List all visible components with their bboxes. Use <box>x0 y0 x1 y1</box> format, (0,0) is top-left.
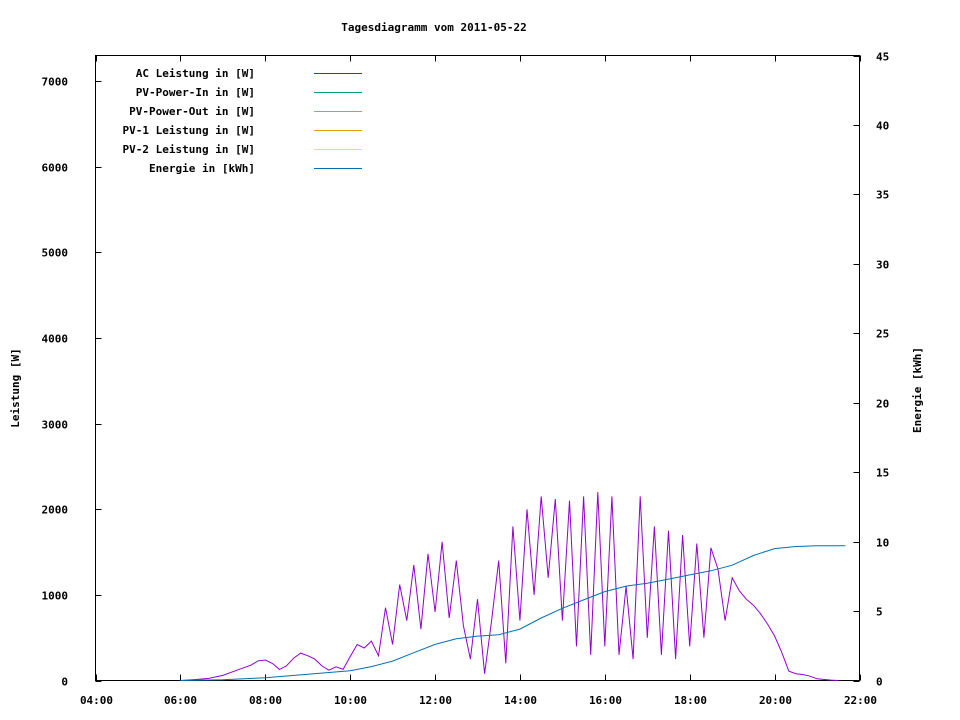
legend-label-energie-in-kwh: Energie in [kWh] <box>149 162 255 175</box>
axis-ticks: 04:00 06:00 08:00 10:00 12:00 14:00 16:00 18:00… <box>42 51 890 708</box>
y-tick-label: 4000 <box>42 333 69 346</box>
y-tick-label: 6000 <box>42 162 69 175</box>
x-tick-label: 04:00 <box>80 694 113 707</box>
y2-axis-label: Energie [kWh] <box>911 347 924 433</box>
y2-tick-label: 15 <box>876 467 889 480</box>
y-tick-label: 7000 <box>42 76 69 89</box>
legend-label-ac-leistung-in-w: AC Leistung in [W] <box>136 67 255 80</box>
x-tick-label: 14:00 <box>504 694 537 707</box>
x-tick-label: 12:00 <box>419 694 452 707</box>
y-tick-label: 2000 <box>42 504 69 517</box>
legend-label-pv-power-in-in-w: PV-Power-In in [W] <box>136 86 255 99</box>
series-layer <box>180 492 846 681</box>
y-tick-label: 3000 <box>42 419 69 432</box>
plot-frame <box>95 55 860 681</box>
legend-label-pv-2-leistung-in-w: PV-2 Leistung in [W] <box>123 143 255 156</box>
x-tick-label: 16:00 <box>589 694 622 707</box>
x-tick-label: 22:00 <box>844 694 877 707</box>
y-tick-label: 1000 <box>42 590 69 603</box>
y-tick-label: 5000 <box>42 247 69 260</box>
y2-tick-label: 40 <box>876 120 889 133</box>
y2-tick-label: 45 <box>876 51 889 64</box>
y2-tick-label: 30 <box>876 259 889 272</box>
legend-label-pv-1-leistung-in-w: PV-1 Leistung in [W] <box>123 124 255 137</box>
chart-title: Tagesdiagramm vom 2011-05-22 <box>341 21 526 34</box>
legend: AC Leistung in [W] PV-Power-In in [W] PV-P… <box>123 67 362 175</box>
series-line-ac-leistung-in-w <box>180 492 839 681</box>
x-tick-label: 20:00 <box>759 694 792 707</box>
y2-tick-label: 5 <box>876 606 883 619</box>
y2-tick-label: 35 <box>876 189 889 202</box>
y2-tick-label: 0 <box>876 676 883 689</box>
x-tick-label: 06:00 <box>164 694 197 707</box>
y-axis-label: Leistung [W] <box>9 348 22 427</box>
y2-tick-label: 10 <box>876 537 889 550</box>
series-line-energie-in-kwh <box>180 545 846 681</box>
x-tick-label: 08:00 <box>249 694 282 707</box>
x-tick-label: 10:00 <box>334 694 367 707</box>
legend-label-pv-power-out-in-w: PV-Power-Out in [W] <box>129 105 255 118</box>
y2-tick-label: 25 <box>876 328 889 341</box>
y2-tick-label: 20 <box>876 398 889 411</box>
y-tick-label: 0 <box>61 676 68 689</box>
x-tick-label: 18:00 <box>674 694 707 707</box>
